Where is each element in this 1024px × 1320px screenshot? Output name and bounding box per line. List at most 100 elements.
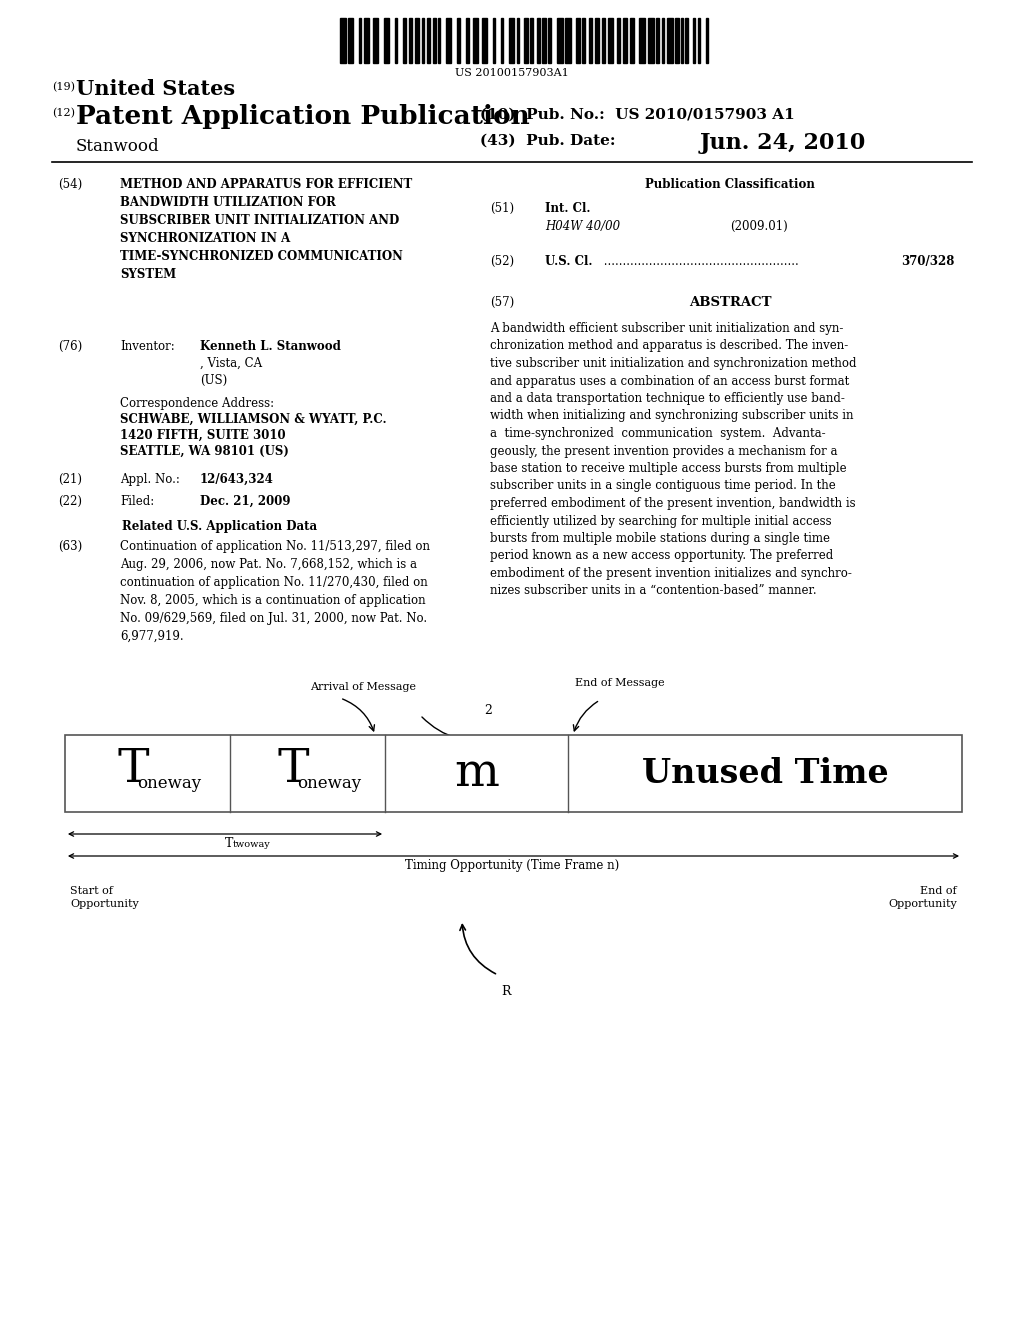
Bar: [524, 18, 527, 63]
Text: SCHWABE, WILLIAMSON & WYATT, P.C.: SCHWABE, WILLIAMSON & WYATT, P.C.: [120, 413, 387, 426]
Bar: [607, 18, 613, 63]
Text: (19): (19): [52, 82, 75, 92]
Bar: [433, 18, 435, 63]
Text: (12): (12): [52, 108, 75, 119]
Text: Jun. 24, 2010: Jun. 24, 2010: [700, 132, 866, 154]
Text: (21): (21): [58, 473, 82, 486]
Text: 1420 FIFTH, SUITE 3010: 1420 FIFTH, SUITE 3010: [120, 429, 286, 442]
Bar: [648, 18, 653, 63]
Text: Continuation of application No. 11/513,297, filed on
Aug. 29, 2006, now Pat. No.: Continuation of application No. 11/513,2…: [120, 540, 430, 643]
Bar: [340, 18, 346, 63]
Text: Filed:: Filed:: [120, 495, 155, 508]
Bar: [706, 18, 708, 63]
Text: (63): (63): [58, 540, 82, 553]
Bar: [438, 18, 440, 63]
Bar: [457, 18, 461, 63]
Text: Appl. No.:: Appl. No.:: [120, 473, 180, 486]
Text: End of
Opportunity: End of Opportunity: [888, 886, 957, 909]
Bar: [395, 18, 397, 63]
Text: Inventor:: Inventor:: [120, 341, 175, 352]
Bar: [543, 18, 546, 63]
Text: oneway: oneway: [137, 775, 202, 792]
Text: (52): (52): [490, 255, 514, 268]
Bar: [697, 18, 699, 63]
Bar: [427, 18, 430, 63]
Text: Stanwood: Stanwood: [76, 139, 160, 154]
Text: U.S. Cl.: U.S. Cl.: [545, 255, 593, 268]
Text: ....................................................: ........................................…: [600, 255, 803, 268]
Text: R: R: [502, 985, 511, 998]
Bar: [557, 18, 562, 63]
Text: (76): (76): [58, 341, 82, 352]
Text: (22): (22): [58, 495, 82, 508]
Text: Patent Application Publication: Patent Application Publication: [76, 104, 529, 129]
Bar: [466, 18, 469, 63]
Text: US 20100157903A1: US 20100157903A1: [455, 69, 569, 78]
Bar: [639, 18, 645, 63]
Bar: [685, 18, 687, 63]
Text: ABSTRACT: ABSTRACT: [689, 296, 771, 309]
Bar: [373, 18, 378, 63]
Bar: [548, 18, 552, 63]
Text: 370/328: 370/328: [901, 255, 955, 268]
Bar: [537, 18, 541, 63]
Bar: [348, 18, 353, 63]
Text: 12/643,324: 12/643,324: [200, 473, 273, 486]
Text: T: T: [225, 837, 233, 850]
Text: m: m: [454, 751, 499, 796]
Bar: [501, 18, 503, 63]
Bar: [675, 18, 679, 63]
Text: (54): (54): [58, 178, 82, 191]
Text: oneway: oneway: [297, 775, 361, 792]
Text: (57): (57): [490, 296, 514, 309]
Text: , Vista, CA
(US): , Vista, CA (US): [200, 356, 262, 387]
Text: United States: United States: [76, 79, 236, 99]
Bar: [65, 735, 962, 812]
Bar: [473, 18, 478, 63]
Text: (2009.01): (2009.01): [730, 220, 787, 234]
Bar: [364, 18, 370, 63]
Bar: [577, 18, 580, 63]
Text: Publication Classification: Publication Classification: [645, 178, 815, 191]
Text: (51): (51): [490, 202, 514, 215]
Text: End of Message: End of Message: [575, 678, 665, 688]
Bar: [422, 18, 424, 63]
Bar: [481, 18, 487, 63]
Bar: [409, 18, 412, 63]
Text: Dec. 21, 2009: Dec. 21, 2009: [200, 495, 291, 508]
Bar: [616, 18, 620, 63]
Bar: [530, 18, 534, 63]
Bar: [403, 18, 407, 63]
Bar: [509, 18, 514, 63]
Bar: [516, 18, 519, 63]
Bar: [445, 18, 452, 63]
Bar: [359, 18, 361, 63]
Bar: [662, 18, 664, 63]
Text: A bandwidth efficient subscriber unit initialization and syn-
chronization metho: A bandwidth efficient subscriber unit in…: [490, 322, 856, 598]
Bar: [384, 18, 389, 63]
Text: T: T: [278, 747, 309, 792]
Bar: [681, 18, 683, 63]
Bar: [582, 18, 585, 63]
Text: SEATTLE, WA 98101 (US): SEATTLE, WA 98101 (US): [120, 445, 289, 458]
Bar: [602, 18, 605, 63]
Text: Correspondence Address:: Correspondence Address:: [120, 397, 274, 411]
Text: H04W 40/00: H04W 40/00: [545, 220, 621, 234]
Bar: [630, 18, 634, 63]
Bar: [668, 18, 673, 63]
Text: Kenneth L. Stanwood: Kenneth L. Stanwood: [200, 341, 341, 352]
Bar: [624, 18, 627, 63]
Text: Int. Cl.: Int. Cl.: [545, 202, 591, 215]
Text: Timing Opportunity (Time Frame n): Timing Opportunity (Time Frame n): [404, 859, 620, 873]
Text: Related U.S. Application Data: Related U.S. Application Data: [123, 520, 317, 533]
Bar: [416, 18, 419, 63]
Text: T: T: [118, 747, 150, 792]
Text: METHOD AND APPARATUS FOR EFFICIENT
BANDWIDTH UTILIZATION FOR
SUBSCRIBER UNIT INI: METHOD AND APPARATUS FOR EFFICIENT BANDW…: [120, 178, 413, 281]
Text: (10)  Pub. No.:  US 2010/0157903 A1: (10) Pub. No.: US 2010/0157903 A1: [480, 108, 795, 121]
Text: (43)  Pub. Date:: (43) Pub. Date:: [480, 135, 615, 148]
Bar: [493, 18, 496, 63]
Text: Unused Time: Unused Time: [642, 756, 889, 789]
Text: Arrival of Message: Arrival of Message: [310, 682, 416, 692]
Bar: [656, 18, 659, 63]
Bar: [565, 18, 570, 63]
